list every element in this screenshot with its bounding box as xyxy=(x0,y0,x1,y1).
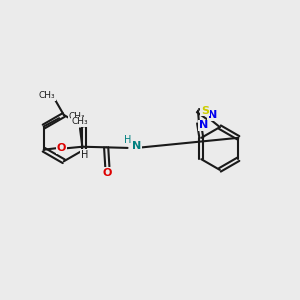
Text: O: O xyxy=(57,143,66,153)
Text: N: N xyxy=(199,121,208,130)
Text: S: S xyxy=(201,106,209,116)
Text: H: H xyxy=(124,135,132,145)
Text: H: H xyxy=(81,150,88,160)
Text: N: N xyxy=(132,140,142,151)
Text: CH₃: CH₃ xyxy=(69,112,85,121)
Text: CH₃: CH₃ xyxy=(38,91,55,100)
Text: O: O xyxy=(103,168,112,178)
Text: CH₃: CH₃ xyxy=(72,117,88,126)
Text: N: N xyxy=(208,110,217,120)
